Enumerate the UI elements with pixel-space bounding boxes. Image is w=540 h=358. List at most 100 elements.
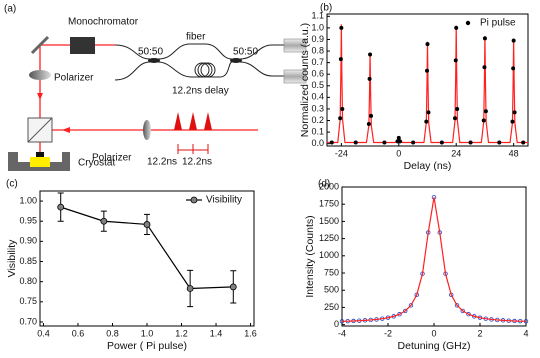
data-point — [521, 140, 526, 145]
detector — [283, 69, 307, 84]
arrow — [37, 93, 43, 100]
data-point — [425, 42, 430, 47]
x-tick-label: 0 — [396, 148, 401, 158]
data-point — [512, 110, 517, 115]
y-tick-label: 0.9 — [311, 34, 324, 44]
data-point — [338, 57, 343, 62]
data-point — [482, 65, 487, 70]
y-tick-label: 0.95 — [19, 216, 37, 226]
data-point — [369, 113, 374, 118]
data-point — [339, 25, 344, 30]
legend-marker — [190, 196, 198, 204]
y-tick-label: 1250 — [319, 233, 339, 243]
label: 50:50 — [233, 47, 258, 58]
data-point — [425, 68, 430, 73]
y-tick-label: 0.80 — [19, 276, 37, 286]
sample — [36, 152, 44, 157]
y-tick-label: 0.2 — [311, 115, 324, 125]
x-axis-title: Delay (ns) — [404, 160, 452, 172]
y-tick-label: 0.0 — [311, 138, 324, 148]
panel-label: (c) — [6, 179, 18, 190]
y-tick-label: 0.7 — [311, 57, 324, 67]
plot-frame — [326, 13, 529, 147]
x-tick-label: -2 — [384, 328, 392, 338]
data-point — [460, 308, 465, 314]
data-point — [511, 66, 516, 71]
cryostat — [8, 152, 70, 171]
y-tick-label: 0.1 — [311, 126, 324, 136]
arrow — [62, 127, 70, 133]
y-tick-label: 1.0 — [311, 22, 324, 32]
y-tick-label: 0.70 — [19, 316, 37, 326]
legend-label: Pi pulse — [480, 18, 516, 29]
fiber — [114, 43, 285, 81]
y-tick-label: 1500 — [319, 216, 339, 226]
data-point — [143, 221, 151, 228]
data-point — [186, 285, 194, 292]
x-tick-label: 1.2 — [175, 328, 188, 338]
data-point — [366, 122, 371, 127]
y-tick-label: 500 — [324, 285, 339, 295]
label: 12.2ns delay — [172, 86, 229, 97]
data-point — [411, 140, 416, 145]
y-tick-label: 2000 — [319, 181, 339, 191]
x-tick-label: 24 — [451, 148, 461, 158]
data-point — [511, 38, 516, 43]
x-tick-label: 1.4 — [210, 328, 223, 338]
legend-marker — [465, 20, 471, 26]
label: Polarizer — [54, 73, 94, 84]
data-point — [455, 106, 460, 111]
data-point — [329, 140, 334, 145]
data-point — [396, 135, 401, 140]
label: Cryostat — [78, 158, 115, 169]
panel-label: (b) — [320, 3, 332, 14]
y-axis-title: Intensity (Counts) — [304, 215, 316, 297]
x-tick-label: -4 — [338, 328, 346, 338]
data-point — [382, 140, 387, 145]
data-point — [100, 217, 108, 225]
beam-splitter — [27, 117, 53, 143]
y-tick-label: 0.3 — [311, 103, 324, 113]
x-tick-label: 0 — [431, 328, 436, 338]
panel-label: (a) — [4, 4, 16, 15]
data-point — [454, 25, 459, 30]
data-point — [497, 140, 502, 145]
data-point — [408, 303, 414, 308]
laser-path — [39, 44, 258, 152]
data-point — [466, 312, 471, 317]
y-tick-label: 0.6 — [311, 69, 324, 79]
coupler — [148, 58, 160, 63]
x-tick-label: 1.0 — [141, 328, 154, 338]
label: Polarizer — [92, 153, 132, 164]
polarizer — [143, 120, 151, 140]
x-tick-label: 2 — [477, 328, 482, 338]
x-tick-label: 1.6 — [244, 328, 257, 338]
y-tick-label: 750 — [324, 267, 339, 277]
y-tick-label: 0 — [334, 319, 339, 329]
y-axis-title: Normalized counts (a.u.) — [299, 23, 311, 137]
data-point — [338, 116, 343, 121]
y-tick-label: 1.00 — [19, 195, 37, 205]
y-tick-label: 0.85 — [19, 256, 37, 266]
data-point — [340, 106, 345, 111]
data-point — [426, 110, 431, 115]
data-point — [510, 119, 515, 124]
data-point — [439, 140, 444, 145]
mirror — [30, 35, 50, 55]
y-tick-label: 1000 — [319, 250, 339, 260]
data-point — [57, 203, 65, 211]
label: 12.2ns — [182, 157, 212, 168]
data-point — [453, 116, 458, 121]
x-tick-label: 48 — [509, 148, 519, 158]
polarizer — [29, 70, 51, 80]
series-line — [327, 24, 528, 144]
y-tick-label: 0.75 — [19, 296, 37, 306]
data-point — [397, 139, 402, 144]
plot-frame — [341, 186, 527, 327]
label: 12.2ns — [147, 157, 177, 168]
label: Monochromator — [68, 17, 139, 28]
data-point — [482, 36, 487, 41]
sample — [30, 157, 50, 167]
detector — [283, 38, 307, 53]
x-tick-label: 4 — [523, 328, 528, 338]
